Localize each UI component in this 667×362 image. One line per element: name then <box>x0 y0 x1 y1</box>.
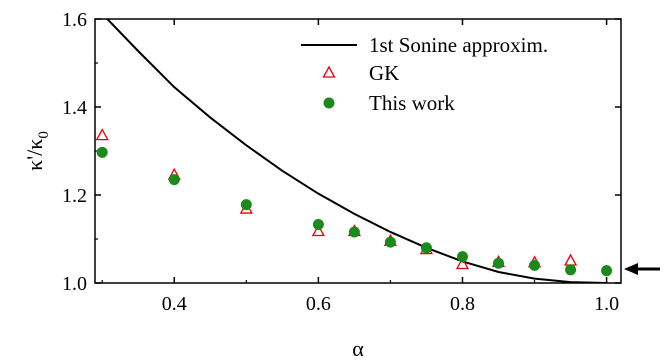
legend: 1st Sonine approxim. GK This work <box>301 33 548 115</box>
y-axis-title-subscript: 0 <box>36 131 52 139</box>
x-tick-label: 1.0 <box>594 293 619 315</box>
this-work-point <box>96 146 108 158</box>
y-axis-title-main: κ'/κ <box>22 139 47 171</box>
x-axis-title: α <box>352 336 364 361</box>
legend-label-gk: GK <box>369 61 399 85</box>
this-work-point <box>529 259 541 271</box>
y-tick-label: 1.0 <box>62 273 87 295</box>
legend-swatch-this-work <box>323 97 335 109</box>
this-work-point <box>312 218 324 230</box>
y-axis-ticks: 1.0 1.2 1.4 1.6 <box>62 9 621 295</box>
this-work-point <box>420 242 432 254</box>
y-tick-label: 1.4 <box>62 97 87 119</box>
x-tick-label: 0.6 <box>306 293 331 315</box>
this-work-point <box>348 226 360 238</box>
this-work-point <box>168 174 180 186</box>
legend-label-this-work: This work <box>369 91 455 115</box>
x-tick-label: 0.4 <box>162 293 187 315</box>
legend-label-sonine: 1st Sonine approxim. <box>369 33 548 57</box>
y-tick-label: 1.2 <box>62 185 87 207</box>
gk-point <box>563 253 578 266</box>
this-work-point <box>601 265 613 277</box>
gk-point <box>455 257 470 270</box>
legend-swatch-gk <box>322 65 336 78</box>
x-tick-label: 0.8 <box>450 293 475 315</box>
this-work-point <box>456 251 468 263</box>
annotation-arrow <box>624 263 660 275</box>
x-axis-ticks: 0.4 0.6 0.8 1.0 <box>101 19 619 315</box>
this-work-point <box>493 257 505 269</box>
series-layer <box>95 19 613 283</box>
this-work-point <box>384 236 396 248</box>
this-work-point <box>565 264 577 276</box>
this-work-point <box>240 199 252 211</box>
y-axis-title: κ'/κ0 <box>22 131 52 171</box>
sonine-curve <box>105 19 607 283</box>
gk-point <box>95 128 109 141</box>
plot-frame <box>94 18 622 284</box>
y-tick-label: 1.6 <box>62 9 87 31</box>
gk-point <box>311 224 325 237</box>
